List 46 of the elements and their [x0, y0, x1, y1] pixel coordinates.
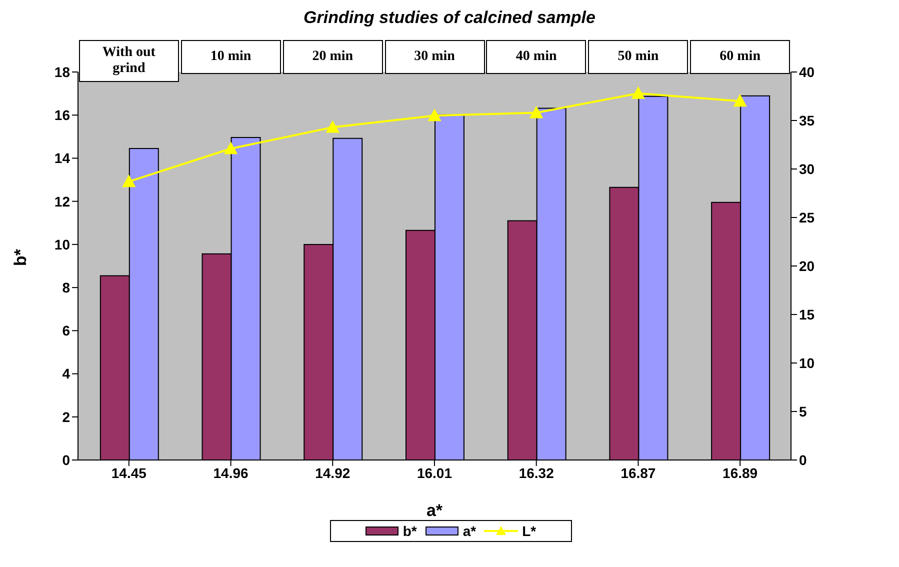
x-tick-label: 16.32: [518, 464, 554, 481]
y2-tick-label: 0: [799, 452, 807, 468]
label-box: 10 min: [180, 40, 281, 74]
point: [122, 175, 136, 188]
x-tick-label: 16.87: [620, 464, 656, 481]
x-axis-title: a*: [426, 501, 443, 520]
y-tick-label: 6: [62, 322, 70, 339]
x-tick-label: 16.89: [722, 464, 758, 481]
label-box: 60 min: [690, 40, 790, 74]
y-tick-label: 4: [62, 366, 70, 382]
legend-label: L*: [522, 523, 536, 539]
y-tick-label: 8: [62, 280, 70, 296]
y2-tick-label: 15: [799, 306, 815, 322]
y2-tick-label: 5: [799, 403, 807, 420]
legend-label: a*: [462, 523, 476, 539]
y-tick-label: 2: [62, 408, 70, 425]
x-tick-label: 14.45: [111, 464, 147, 481]
y-tick-label: 12: [54, 193, 70, 210]
point: [224, 142, 238, 154]
label-box: 50 min: [588, 40, 688, 74]
label-box: 30 min: [384, 40, 484, 74]
y2-tick-label: 10: [799, 354, 815, 371]
point: [428, 109, 441, 122]
y2-tick-label: 20: [799, 258, 815, 274]
y-tick-label: 16: [54, 107, 70, 124]
label-box: With out grind: [78, 40, 179, 82]
x-tick-label: 14.92: [315, 464, 350, 481]
y-tick-label: 18: [54, 64, 70, 80]
y-tick-label: 10: [54, 236, 70, 252]
y-axis-title: b*: [11, 248, 30, 266]
legend-label: b*: [402, 523, 417, 539]
y2-tick-label: 35: [799, 112, 815, 128]
y-tick-label: 0: [62, 452, 70, 468]
y2-tick-label: 30: [799, 160, 815, 177]
label-box: 20 min: [282, 40, 383, 74]
label-box: 40 min: [486, 40, 586, 74]
x-tick-label: 16.01: [416, 464, 452, 481]
point: [734, 94, 747, 107]
point: [632, 86, 645, 99]
y2-tick-label: 25: [799, 209, 815, 226]
x-tick-label: 14.96: [213, 464, 249, 481]
chart-title: Grinding studies of calcined sample: [302, 8, 596, 29]
point: [530, 106, 543, 118]
y2-tick-label: 40: [799, 64, 815, 80]
y-tick-label: 14: [54, 150, 70, 166]
point: [326, 120, 340, 133]
